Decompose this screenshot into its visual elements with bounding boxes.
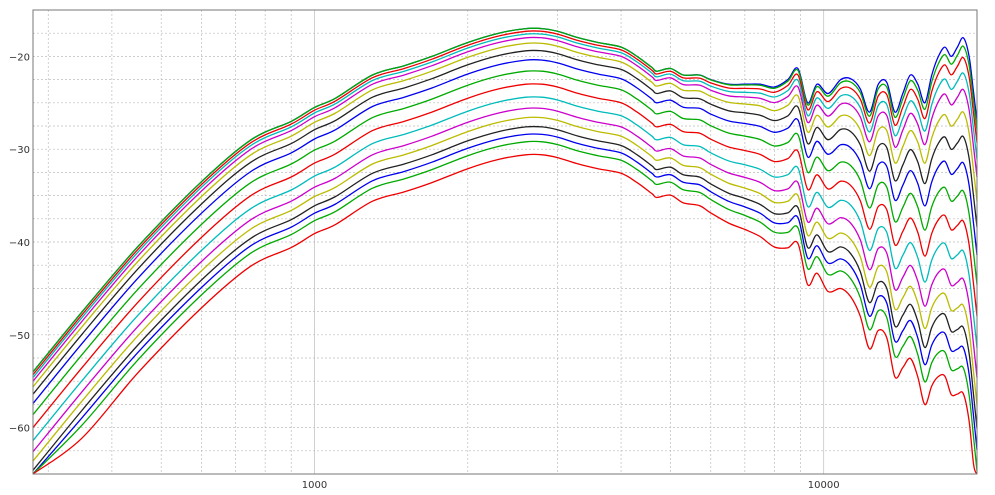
series-line-3 — [32, 30, 978, 376]
y-tick-label: −60 — [9, 424, 30, 435]
x-tick-label: 1000 — [302, 480, 327, 491]
series-line-4 — [32, 33, 978, 378]
series-line-14 — [32, 125, 978, 471]
series-line-2 — [32, 27, 978, 373]
y-tick-label: −20 — [9, 52, 30, 63]
y-tick-label: −40 — [9, 238, 30, 249]
series-line-13 — [32, 116, 978, 462]
x-tick-label: 10000 — [808, 480, 840, 491]
series-line-6 — [32, 42, 978, 388]
series-line-15 — [32, 133, 978, 475]
grid — [33, 10, 978, 475]
series-layer — [32, 27, 978, 475]
y-axis-ticks: −20 −30 −40 −50 −60 — [9, 52, 30, 434]
y-tick-label: −30 — [9, 145, 30, 156]
series-line-5 — [32, 36, 978, 382]
series-line-8 — [32, 58, 978, 404]
series-line-9 — [32, 70, 978, 416]
series-line-17 — [32, 153, 978, 475]
plot-frame — [32, 9, 978, 475]
y-tick-label: −50 — [9, 331, 30, 342]
series-line-7 — [32, 49, 978, 395]
series-line-16 — [32, 140, 978, 475]
series-line-11 — [32, 96, 978, 442]
series-line-12 — [32, 107, 978, 453]
x-axis-ticks: 1000 10000 — [302, 480, 840, 491]
series-line-10 — [32, 83, 978, 429]
